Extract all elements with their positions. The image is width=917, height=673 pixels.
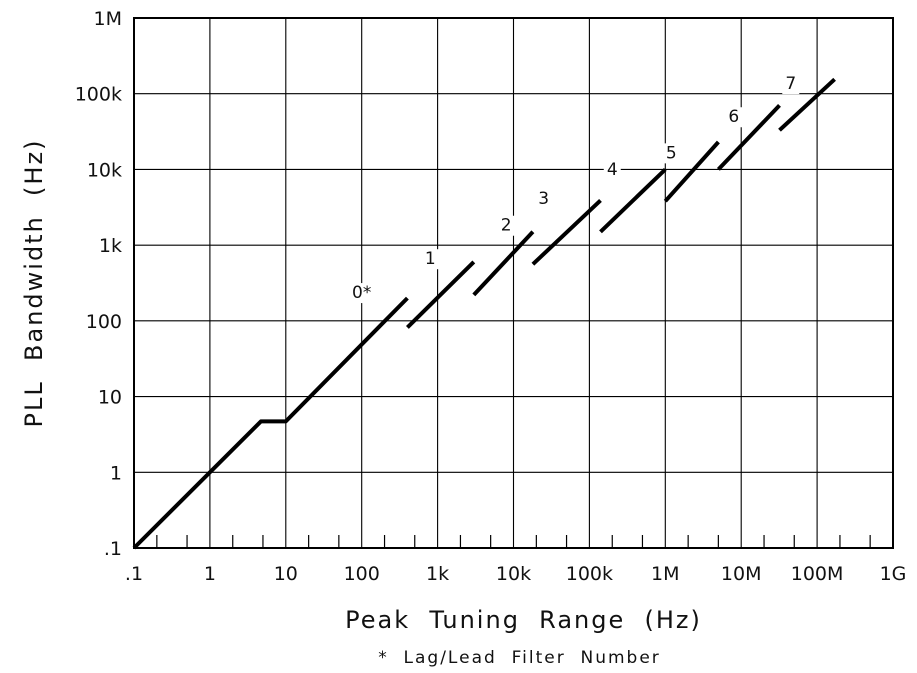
- filter-number-label: 5: [666, 143, 677, 163]
- y-tick-label: 100k: [75, 84, 122, 106]
- x-tick-label: 1k: [426, 563, 449, 585]
- x-tick-label: .1: [125, 563, 143, 585]
- segment-label-halo: [347, 283, 376, 304]
- filter-number-label: 4: [607, 160, 618, 180]
- y-tick-label: .1: [104, 538, 122, 560]
- filter-number-label: 3: [538, 189, 549, 209]
- x-tick-label: 10M: [721, 563, 762, 585]
- series-segment: [472, 230, 535, 297]
- plot-frame: [133, 17, 894, 549]
- segment-label-halo: [497, 215, 515, 236]
- footnote: * Lag/Lead Filter Number: [378, 648, 661, 668]
- segment-label-halo: [725, 107, 743, 128]
- filter-number-label: 1: [425, 249, 436, 269]
- series-group: [132, 77, 836, 550]
- x-tick-label: 100k: [566, 563, 613, 585]
- x-tick-labels: .1 1 10 100 1k 10k 100k 1M 10M 100M 1G: [125, 563, 906, 585]
- y-axis-title: PLL Bandwidth (Hz): [20, 139, 48, 428]
- x-tick-label: 10k: [496, 563, 531, 585]
- series-segment: [599, 167, 667, 234]
- series-segment: [778, 77, 836, 132]
- y-tick-label: 100: [86, 311, 122, 333]
- series-segment: [132, 296, 409, 550]
- y-tick-label: 1k: [99, 235, 122, 257]
- segment-label-halo: [421, 249, 439, 270]
- series-segment: [716, 104, 781, 171]
- y-tick-label: 1M: [94, 8, 122, 30]
- filter-number-label: 0*: [352, 283, 371, 303]
- x-tick-label: 1G: [880, 563, 907, 585]
- x-axis-title: Peak Tuning Range (Hz): [345, 606, 702, 634]
- minor-ticks: [156, 535, 871, 548]
- grid: [133, 17, 894, 549]
- y-tick-labels: .1 1 10 100 1k 10k 100k 1M: [75, 8, 122, 560]
- series-segment: [405, 260, 476, 329]
- x-tick-label: 1M: [651, 563, 679, 585]
- y-tick-label: 10: [98, 387, 122, 409]
- filter-number-label: 2: [501, 216, 512, 236]
- segment-label-halo: [603, 160, 621, 181]
- segment-label-halo: [782, 74, 800, 95]
- y-tick-label: 1: [110, 462, 122, 484]
- x-tick-label: 10: [274, 563, 298, 585]
- y-tick-label: 10k: [87, 159, 122, 181]
- x-tick-label: 1: [204, 563, 216, 585]
- filter-number-label: 6: [728, 107, 739, 127]
- segment-labels: 0* 1 2 3 4 5 6 7: [347, 74, 800, 304]
- series-segment: [531, 198, 602, 266]
- series-segment: [663, 140, 720, 203]
- x-tick-label: 100M: [791, 563, 844, 585]
- filter-number-label: 7: [785, 74, 796, 94]
- x-tick-label: 100: [344, 563, 380, 585]
- segment-label-halo: [662, 143, 680, 164]
- segment-label-halo: [535, 188, 553, 209]
